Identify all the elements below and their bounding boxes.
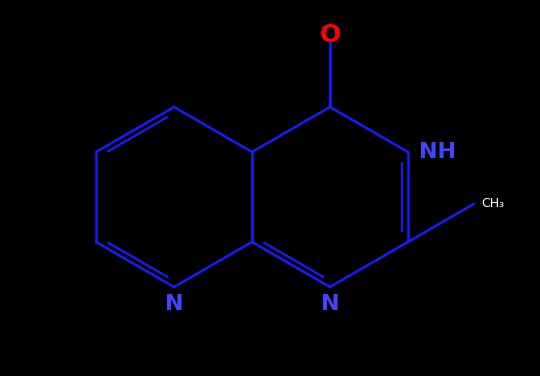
- Text: NH: NH: [418, 142, 456, 162]
- Text: CH₃: CH₃: [481, 197, 504, 210]
- Text: N: N: [165, 294, 183, 314]
- Text: N: N: [321, 294, 339, 314]
- Text: O: O: [319, 23, 341, 47]
